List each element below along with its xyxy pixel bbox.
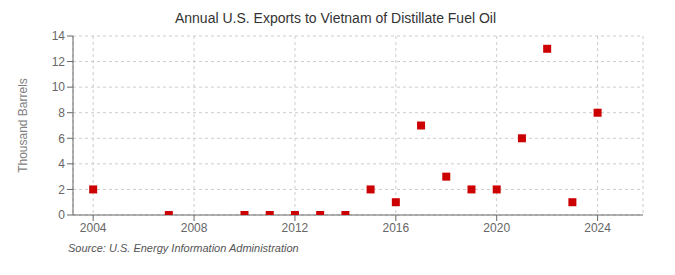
svg-text:2016: 2016 [382,221,409,235]
svg-text:2012: 2012 [282,221,309,235]
svg-text:Thousand Barrels: Thousand Barrels [16,78,30,173]
svg-text:10: 10 [52,80,66,94]
svg-text:0: 0 [58,208,65,222]
svg-text:2024: 2024 [584,221,611,235]
svg-text:2: 2 [58,183,65,197]
svg-text:4: 4 [58,157,65,171]
svg-text:2020: 2020 [483,221,510,235]
html-text:Source: U.S. Energy Informatio: Source: U.S. Energy Information Administ… [68,242,299,254]
svg-text:12: 12 [52,55,66,69]
svg-text:8: 8 [58,106,65,120]
svg-text:14: 14 [52,29,66,43]
svg-text:2004: 2004 [80,221,107,235]
svg-text:2008: 2008 [181,221,208,235]
html-text:Annual U.S. Exports to Vietnam: Annual U.S. Exports to Vietnam of Distil… [174,10,496,26]
svg-text:6: 6 [58,132,65,146]
